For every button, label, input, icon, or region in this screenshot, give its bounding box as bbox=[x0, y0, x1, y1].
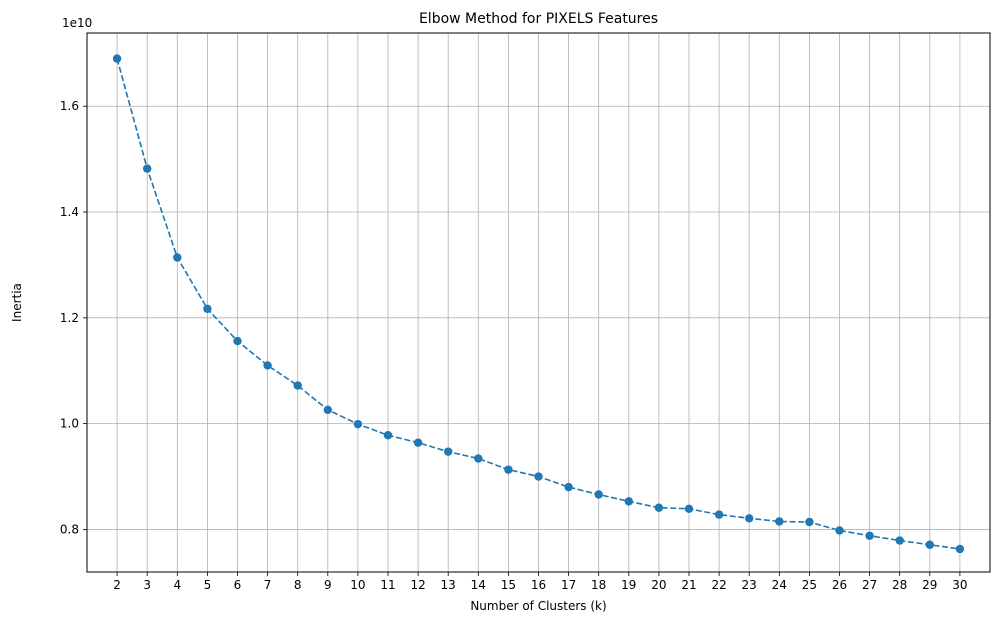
y-tick-label: 0.8 bbox=[60, 522, 79, 536]
y-axis-offset-label: 1e10 bbox=[62, 16, 92, 30]
x-tick-label: 18 bbox=[591, 578, 606, 592]
data-point bbox=[564, 482, 573, 492]
y-tick-label: 1.0 bbox=[60, 417, 79, 431]
x-tick-label: 26 bbox=[832, 578, 847, 592]
x-tick-label: 2 bbox=[113, 578, 121, 592]
data-point bbox=[233, 336, 242, 346]
grid bbox=[87, 33, 990, 572]
data-point bbox=[293, 381, 302, 390]
data-point bbox=[504, 465, 513, 474]
x-tick-label: 3 bbox=[143, 578, 151, 592]
x-tick-label: 23 bbox=[742, 578, 757, 592]
x-tick-label: 5 bbox=[204, 578, 212, 592]
chart-title: Elbow Method for PIXELS Features bbox=[419, 11, 658, 27]
data-point bbox=[805, 517, 814, 527]
x-tick-label: 19 bbox=[621, 578, 636, 592]
series-layer bbox=[112, 54, 965, 554]
x-tick-label: 11 bbox=[380, 578, 395, 592]
y-tick-label: 1.2 bbox=[60, 311, 79, 325]
data-point bbox=[624, 497, 633, 506]
data-point bbox=[684, 504, 694, 513]
x-tick-label: 29 bbox=[922, 578, 937, 592]
data-point bbox=[775, 517, 784, 526]
data-point bbox=[745, 514, 754, 523]
x-tick-label: 21 bbox=[681, 578, 696, 592]
x-tick-label: 6 bbox=[234, 578, 242, 592]
y-axis-label: Inertia bbox=[10, 283, 24, 322]
x-tick-label: 25 bbox=[802, 578, 817, 592]
data-point bbox=[413, 438, 423, 447]
x-tick-label: 15 bbox=[501, 578, 516, 592]
x-tick-label: 28 bbox=[892, 578, 907, 592]
y-tick-label: 1.6 bbox=[60, 99, 79, 113]
x-tick-label: 22 bbox=[711, 578, 726, 592]
data-point bbox=[143, 164, 152, 173]
y-tick-label: 1.4 bbox=[60, 205, 79, 219]
data-point bbox=[323, 405, 332, 415]
data-point bbox=[444, 447, 453, 456]
data-point bbox=[383, 431, 393, 440]
data-point bbox=[594, 490, 603, 499]
data-point bbox=[955, 544, 965, 554]
x-tick-label: 8 bbox=[294, 578, 302, 592]
x-tick-label: 17 bbox=[561, 578, 576, 592]
data-point bbox=[474, 454, 483, 463]
data-point bbox=[714, 510, 724, 519]
data-point bbox=[534, 472, 543, 481]
x-tick-label: 14 bbox=[471, 578, 486, 592]
data-point bbox=[112, 54, 122, 63]
data-point bbox=[353, 419, 363, 429]
data-point bbox=[263, 361, 272, 370]
x-axis-label: Number of Clusters (k) bbox=[470, 599, 606, 613]
x-tick-label: 9 bbox=[324, 578, 332, 592]
x-tick-label: 24 bbox=[772, 578, 787, 592]
data-point bbox=[895, 536, 904, 545]
data-point bbox=[835, 526, 844, 535]
data-point bbox=[654, 503, 664, 512]
data-point bbox=[203, 304, 212, 314]
x-tick-label: 10 bbox=[350, 578, 365, 592]
x-tick-label: 7 bbox=[264, 578, 272, 592]
x-tick-label: 12 bbox=[410, 578, 425, 592]
x-axis: 2 3 4 5 6 7 8 9 10 11 12 13 14 15 16 17 18 19 20 21 22 23 24 25… bbox=[113, 572, 968, 592]
x-tick-label: 4 bbox=[173, 578, 181, 592]
data-point bbox=[173, 253, 182, 262]
x-tick-label: 13 bbox=[441, 578, 456, 592]
x-tick-label: 30 bbox=[952, 578, 967, 592]
data-point bbox=[865, 531, 874, 540]
x-tick-label: 27 bbox=[862, 578, 877, 592]
data-point bbox=[925, 540, 934, 549]
x-tick-label: 16 bbox=[531, 578, 546, 592]
x-tick-label: 20 bbox=[651, 578, 666, 592]
y-axis: 0.8 1.0 1.2 1.4 1.6 bbox=[60, 99, 87, 536]
